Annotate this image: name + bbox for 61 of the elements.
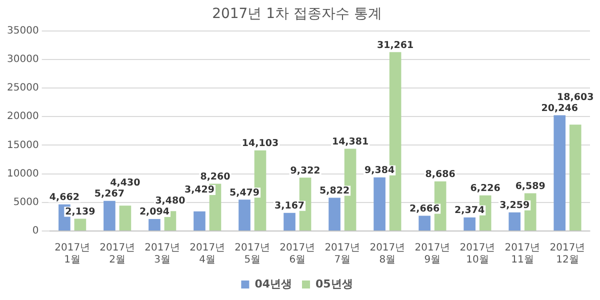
bar	[119, 206, 132, 230]
data-label: 14,103	[242, 138, 279, 150]
data-label: 3,167	[274, 200, 305, 212]
y-tick-label: 0	[32, 226, 39, 237]
bar	[74, 218, 86, 230]
data-label: 9,322	[290, 165, 320, 176]
bar	[104, 200, 116, 230]
y-tick-label: 10000	[7, 168, 39, 180]
x-tick-label: 2017년 10월	[460, 242, 496, 266]
bar	[238, 200, 250, 230]
x-tick-label: 2017년 4월	[190, 242, 226, 266]
data-label: 6,589	[515, 181, 546, 192]
chart-title: 2017년 1차 접종자수 통계	[212, 6, 382, 22]
bar	[194, 211, 206, 230]
data-label: 4,430	[110, 178, 141, 189]
legend-label: 04년생	[254, 277, 292, 290]
x-tick-label: 2017년 2월	[100, 242, 136, 266]
x-tick-label: 2017년 1월	[54, 242, 90, 266]
bar	[284, 212, 296, 230]
y-tick-label: 25000	[7, 82, 39, 94]
bar	[508, 212, 521, 230]
y-tick-label: 20000	[7, 111, 39, 122]
data-label: 4,662	[49, 192, 80, 204]
bar	[464, 217, 476, 230]
x-tick-label: 2017년 3월	[144, 242, 180, 266]
bar	[148, 219, 160, 230]
data-label: 5,267	[94, 188, 124, 200]
bar	[569, 124, 582, 230]
data-label: 3,480	[155, 196, 186, 207]
data-label: 2,094	[139, 206, 170, 218]
x-tick-label: 2017년 6월	[280, 242, 316, 266]
data-label: 20,246	[541, 102, 578, 114]
bar	[554, 115, 566, 230]
bar	[374, 177, 386, 230]
data-label: 9,384	[364, 165, 395, 176]
x-tick-label: 2017년 12월	[550, 242, 586, 266]
data-label: 3,429	[184, 184, 215, 196]
bar	[328, 198, 340, 230]
data-label: 2,666	[410, 203, 440, 214]
bar	[418, 216, 430, 230]
data-label: 2,139	[65, 206, 96, 218]
x-tick-label: 2017년 11월	[504, 242, 540, 266]
y-tick-label: 15000	[7, 140, 39, 151]
data-label: 8,260	[200, 171, 231, 182]
data-label: 18,603	[557, 92, 594, 103]
data-label: 8,686	[425, 169, 456, 180]
y-tick-label: 30000	[7, 54, 39, 65]
x-tick-label: 2017년 8월	[370, 242, 406, 266]
data-label: 14,381	[332, 136, 369, 148]
data-label: 2,374	[454, 205, 485, 216]
x-tick-label: 2017년 7월	[324, 242, 360, 266]
data-label: 5,822	[320, 185, 350, 196]
x-tick-label: 2017년 9월	[414, 242, 450, 266]
data-label: 31,261	[376, 40, 414, 51]
data-label: 6,226	[470, 183, 501, 194]
data-label: 5,479	[229, 187, 260, 198]
data-label: 3,259	[500, 200, 530, 212]
y-tick-label: 5000	[13, 196, 39, 208]
x-tick-label: 2017년 5월	[234, 242, 270, 266]
y-tick-label: 35000	[7, 25, 39, 36]
legend-label: 05년생	[316, 277, 353, 290]
